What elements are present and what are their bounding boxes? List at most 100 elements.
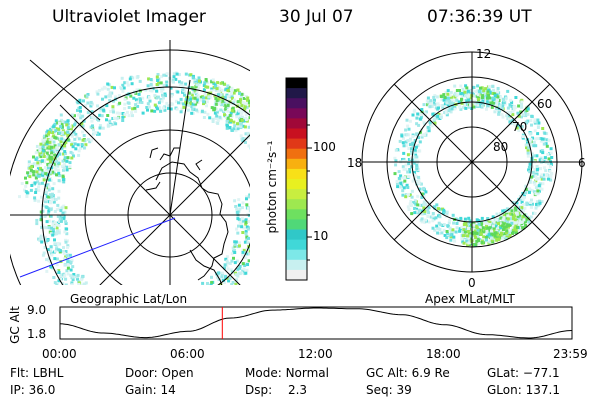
aurora-pixel — [251, 108, 254, 111]
aurora-pixel — [500, 224, 504, 228]
aurora-pixel — [521, 136, 525, 140]
aurora-pixel — [220, 275, 224, 279]
aurora-pixel — [406, 205, 410, 209]
aurora-pixel — [464, 84, 468, 88]
aurora-pixel — [431, 212, 435, 215]
aurora-pixel — [207, 284, 211, 285]
aurora-pixel — [506, 220, 509, 224]
aurora-pixel — [259, 106, 262, 109]
aurora-pixel — [80, 143, 84, 146]
aurora-pixel — [535, 165, 539, 168]
aurora-pixel — [232, 98, 236, 102]
aurora-pixel — [239, 134, 243, 138]
aurora-pixel — [406, 170, 410, 174]
aurora-pixel — [98, 109, 102, 113]
aurora-pixel — [445, 230, 449, 233]
aurora-pixel — [217, 277, 221, 281]
aurora-pixel — [101, 126, 105, 130]
aurora-pixel — [466, 243, 470, 247]
aurora-pixel — [480, 86, 484, 90]
aurora-pixel — [53, 238, 56, 242]
geographic-label: Geographic Lat/Lon — [70, 292, 188, 306]
aurora-pixel — [239, 122, 243, 126]
aurora-pixel — [82, 99, 85, 103]
aurora-pixel — [525, 146, 528, 150]
aurora-pixel — [469, 90, 473, 94]
aurora-pixel — [547, 162, 551, 166]
aurora-pixel — [55, 150, 59, 154]
aurora-pixel — [230, 91, 233, 95]
aurora-pixel — [462, 241, 466, 245]
aurora-pixel — [163, 92, 167, 96]
aurora-pixel — [51, 222, 55, 226]
aurora-pixel — [245, 268, 249, 272]
aurora-pixel — [191, 111, 195, 115]
aurora-pixel — [239, 101, 243, 104]
aurora-pixel — [161, 93, 164, 97]
aurora-pixel — [181, 84, 185, 88]
aurora-pixel — [527, 146, 531, 150]
aurora-pixel — [178, 80, 181, 84]
aurora-pixel — [455, 98, 459, 102]
aurora-pixel — [459, 216, 463, 220]
aurora-pixel — [229, 111, 233, 115]
aurora-pixel — [127, 106, 131, 109]
aurora-pixel — [45, 155, 49, 159]
aurora-pixel — [422, 202, 426, 206]
aurora-pixel — [491, 240, 495, 244]
aurora-pixel — [76, 277, 79, 281]
aurora-pixel — [502, 97, 505, 101]
aurora-pixel — [56, 164, 60, 168]
aurora-pixel — [461, 106, 465, 110]
aurora-pixel — [118, 111, 122, 115]
aurora-pixel — [502, 235, 506, 239]
timeline-y-tick: 9.0 — [27, 303, 47, 317]
aurora-pixel — [504, 225, 508, 229]
aurora-pixel — [248, 193, 250, 197]
aurora-pixel — [255, 104, 258, 107]
aurora-pixel — [497, 112, 501, 116]
aurora-pixel — [57, 271, 61, 274]
aurora-pixel — [208, 116, 212, 120]
aurora-pixel — [45, 151, 49, 155]
aurora-pixel — [51, 131, 55, 134]
aurora-pixel — [39, 218, 43, 222]
aurora-pixel — [525, 201, 529, 205]
aurora-pixel — [137, 92, 141, 96]
aurora-pixel — [164, 94, 167, 98]
aurora-pixel — [157, 105, 161, 109]
aurora-pixel — [526, 107, 530, 111]
aurora-pixel — [486, 226, 490, 230]
aurora-pixel — [198, 79, 201, 83]
aurora-pixel — [244, 141, 247, 144]
aurora-pixel — [439, 95, 443, 98]
aurora-pixel — [37, 199, 41, 203]
aurora-pixel — [156, 95, 160, 99]
aurora-pixel — [160, 99, 164, 103]
aurora-pixel — [244, 113, 248, 117]
aurora-pixel — [533, 171, 537, 175]
aurora-pixel — [481, 98, 485, 102]
aurora-pixel — [472, 86, 476, 89]
aurora-pixel — [488, 240, 492, 244]
aurora-pixel — [46, 129, 50, 133]
aurora-pixel — [216, 288, 219, 291]
aurora-pixel — [482, 235, 486, 239]
aurora-pixel — [541, 127, 545, 130]
aurora-pixel — [65, 227, 69, 231]
aurora-pixel — [217, 271, 221, 275]
aurora-pixel — [37, 185, 40, 189]
aurora-pixel — [71, 134, 74, 138]
aurora-pixel — [465, 92, 468, 96]
aurora-pixel — [240, 206, 244, 210]
geographic-map — [10, 40, 262, 291]
aurora-pixel — [140, 101, 144, 104]
aurora-pixel — [142, 347, 145, 350]
aurora-pixel — [230, 109, 234, 113]
aurora-pixel — [137, 344, 140, 347]
aurora-pixel — [106, 114, 110, 117]
aurora-pixel — [117, 94, 121, 97]
aurora-pixel — [255, 223, 258, 226]
aurora-pixel — [512, 105, 516, 109]
aurora-pixel — [66, 260, 70, 264]
